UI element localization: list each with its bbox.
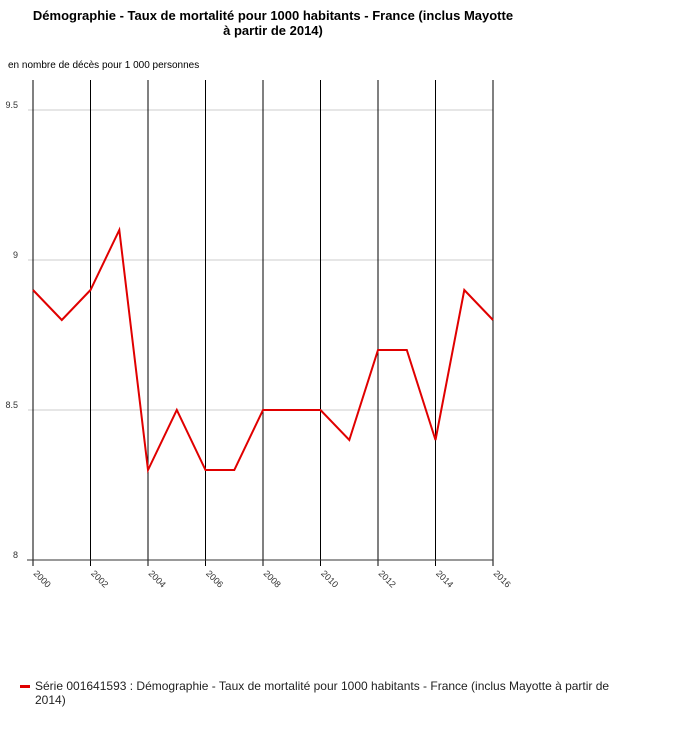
vertical-gridlines xyxy=(32,80,494,566)
y-tick-label: 8 xyxy=(13,550,18,560)
x-tick-label: 2010 xyxy=(319,568,340,589)
series-line xyxy=(32,226,494,474)
legend-swatch xyxy=(20,685,30,688)
y-axis-unit-label: en nombre de décès pour 1 000 personnes xyxy=(8,60,200,71)
legend-entry: Série 001641593 : Démographie - Taux de … xyxy=(35,679,610,707)
x-tick-label: 2004 xyxy=(147,568,168,589)
x-axis-ticks: 2000 2002 2004 2006 2008 2010 2012 2014 2016 xyxy=(32,568,513,589)
y-tick-label: 9.5 xyxy=(5,100,18,110)
x-tick-label: 2016 xyxy=(492,568,513,589)
x-tick-label: 2012 xyxy=(377,568,398,589)
x-tick-label: 2000 xyxy=(32,568,53,589)
chart-title: Démographie - Taux de mortalité pour 100… xyxy=(32,8,514,38)
x-tick-label: 2014 xyxy=(434,568,455,589)
y-tick-label: 8.5 xyxy=(5,400,18,410)
y-axis-ticks: 8 8.5 9 9.5 xyxy=(5,100,18,560)
y-tick-label: 9 xyxy=(13,250,18,260)
x-tick-label: 2002 xyxy=(89,568,110,589)
x-tick-label: 2008 xyxy=(262,568,283,589)
horizontal-gridlines xyxy=(28,109,493,411)
x-tick-label: 2006 xyxy=(204,568,225,589)
